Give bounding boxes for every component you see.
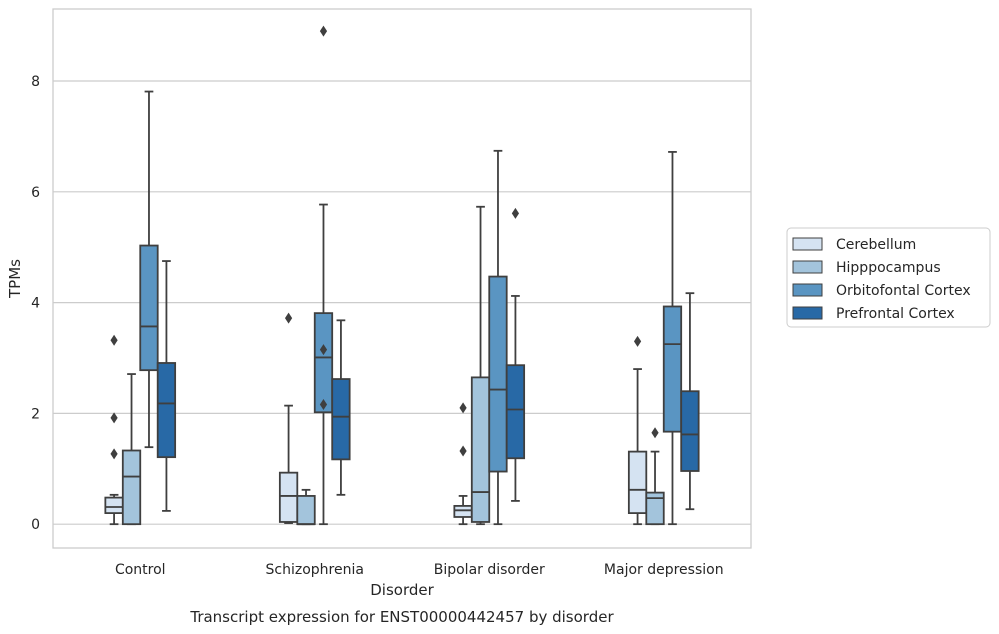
outlier-point — [459, 402, 467, 414]
x-tick-label: Schizophrenia — [266, 562, 364, 578]
legend-swatch — [792, 237, 823, 251]
box-schizophrenia-orbitofontal-cortex — [313, 25, 334, 526]
legend-label: Prefrontal Cortex — [836, 306, 955, 322]
box-control-cerebellum — [104, 334, 124, 526]
legend-swatch — [792, 260, 823, 274]
box-major-depression-orbitofontal-cortex — [662, 151, 683, 526]
box-major-depression-hipppocampus — [645, 427, 665, 526]
box-body — [488, 275, 508, 473]
legend-swatch — [792, 306, 823, 320]
chart-caption: Transcript expression for ENST0000044245… — [189, 608, 614, 626]
outlier-point — [459, 445, 467, 457]
y-tick-label: 0 — [31, 517, 40, 533]
legend: Cerebellum Hipppocampus Orbitofontal Corte… — [786, 227, 991, 328]
box-body — [331, 378, 351, 461]
box-body — [453, 504, 473, 518]
y-axis-label: TPMs — [6, 259, 24, 299]
box-bipolar-disorder-prefrontal-cortex — [505, 207, 526, 502]
box-body — [278, 471, 299, 523]
outlier-point — [110, 412, 118, 424]
box-body — [470, 376, 491, 523]
outlier-point — [110, 334, 118, 346]
outlier-point — [110, 448, 118, 460]
outlier-point — [319, 399, 328, 411]
box-body — [121, 449, 142, 526]
box-bipolar-disorder-orbitofontal-cortex — [488, 149, 508, 526]
box-control-prefrontal-cortex — [156, 260, 177, 512]
y-tick-label: 2 — [31, 406, 40, 422]
outlier-point — [651, 427, 659, 439]
y-axis-ticks: 0 2 4 6 8 — [31, 74, 40, 533]
y-tick-label: 6 — [31, 185, 40, 201]
box-body — [680, 390, 700, 472]
box-bipolar-disorder-cerebellum — [453, 402, 473, 526]
x-axis-label: Disorder — [370, 581, 434, 599]
box-body — [505, 364, 526, 460]
outlier-point — [319, 25, 328, 37]
box-control-hipppocampus — [121, 373, 142, 526]
x-axis-ticks: Control Schizophrenia Bipolar disorder Majo… — [115, 562, 724, 578]
outlier-point — [319, 344, 328, 356]
outlier-point — [511, 207, 520, 219]
plot-frame — [52, 8, 752, 549]
legend-label: Orbitofontal Cortex — [836, 283, 971, 299]
outlier-point — [284, 312, 293, 324]
box-body — [313, 312, 334, 414]
box-body — [104, 496, 124, 515]
box-schizophrenia-cerebellum — [278, 312, 299, 524]
box-major-depression-cerebellum — [627, 335, 648, 526]
box-schizophrenia-hipppocampus — [296, 488, 316, 526]
outlier-point — [633, 335, 642, 347]
box-control-orbitofontal-cortex — [139, 90, 159, 449]
box-body — [627, 450, 648, 515]
x-tick-label: Major depression — [604, 562, 724, 578]
legend-frame — [786, 227, 991, 328]
y-tick-label: 4 — [31, 296, 40, 312]
box-plots — [104, 25, 700, 526]
box-body — [296, 495, 316, 526]
x-tick-label: Control — [115, 562, 166, 578]
legend-swatch — [792, 283, 823, 297]
box-body — [156, 362, 177, 459]
y-tick-label: 8 — [31, 74, 40, 90]
legend-label: Cerebellum — [836, 237, 916, 253]
box-major-depression-prefrontal-cortex — [680, 292, 700, 511]
box-bipolar-disorder-hipppocampus — [470, 205, 491, 526]
box-body — [139, 244, 159, 372]
box-body — [645, 491, 665, 526]
legend-label: Hipppocampus — [836, 260, 941, 276]
x-tick-label: Bipolar disorder — [434, 562, 545, 578]
box-body — [662, 305, 683, 433]
box-schizophrenia-prefrontal-cortex — [331, 319, 351, 496]
